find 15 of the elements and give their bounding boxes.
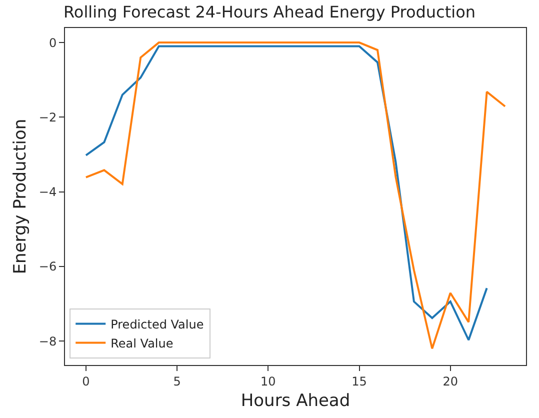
x-tick-label: 20: [442, 374, 458, 388]
y-tick-label: −6: [38, 260, 57, 274]
x-tick-label: 15: [352, 374, 367, 388]
y-tick-label: −8: [38, 334, 57, 348]
y-axis-title: Energy Production: [10, 118, 30, 274]
x-axis-title: Hours Ahead: [240, 390, 350, 411]
chart-title: Rolling Forecast 24-Hours Ahead Energy Production: [64, 2, 476, 22]
x-tick-label: 0: [82, 374, 90, 388]
legend-label: Predicted Value: [110, 317, 204, 332]
x-tick-label: 10: [260, 374, 276, 388]
y-tick-label: −2: [38, 110, 57, 124]
x-tick-label: 5: [173, 374, 181, 388]
legend-label: Real Value: [110, 336, 174, 350]
y-tick-label: 0: [48, 36, 57, 50]
y-tick-label: −4: [38, 185, 57, 200]
